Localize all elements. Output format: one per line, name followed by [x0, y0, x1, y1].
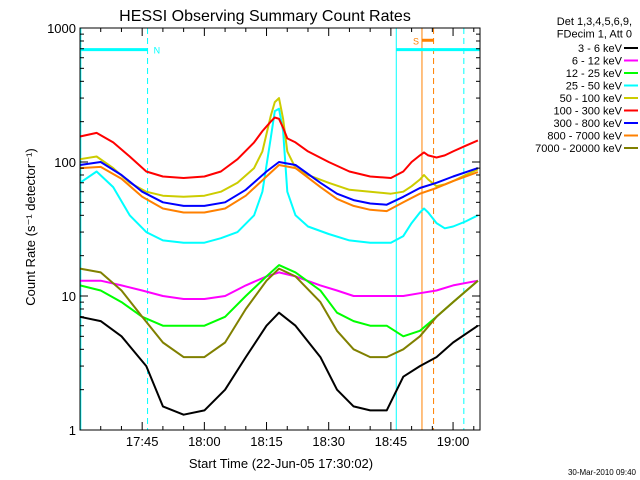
legend: Det 1,3,4,5,6,9,FDecim 1, Att 0 3 - 6 keV… — [535, 16, 638, 155]
y-tick-label: 1000 — [47, 21, 76, 36]
x-tick-label: 18:00 — [188, 434, 221, 449]
series-line — [79, 116, 479, 179]
night-bar-label: N — [154, 46, 161, 56]
x-axis-label: Start Time (22-Jun-05 17:30:02) — [189, 456, 373, 471]
chart-title: HESSI Observing Summary Count Rates — [119, 8, 411, 25]
legend-label: 7000 - 20000 keV — [535, 143, 623, 155]
legend-label: 12 - 25 keV — [566, 68, 623, 80]
y-tick-label: 100 — [54, 155, 76, 170]
x-tick-label: 18:30 — [312, 434, 345, 449]
legend-label: 3 - 6 keV — [578, 43, 623, 55]
x-tick-label: 18:15 — [250, 434, 283, 449]
y-tick-label: 10 — [62, 289, 76, 304]
series-line — [80, 271, 479, 300]
x-tick-label: 18:45 — [375, 434, 408, 449]
legend-label: 6 - 12 keV — [572, 56, 623, 68]
series-line — [79, 311, 479, 416]
series-line — [79, 264, 479, 338]
legend-label: 25 - 50 keV — [566, 81, 623, 93]
series-line — [79, 164, 479, 214]
legend-header: Det 1,3,4,5,6,9, — [557, 16, 632, 28]
y-tick-label: 1 — [69, 423, 76, 438]
plot-frame — [79, 27, 481, 431]
footer-timestamp: 30-Mar-2010 09:40 — [568, 468, 637, 477]
legend-header: FDecim 1, Att 0 — [557, 29, 632, 41]
legend-label: 100 - 300 keV — [554, 106, 623, 118]
saa-bar-label: S — [413, 36, 419, 46]
series-layer — [79, 97, 479, 416]
series-line — [79, 107, 479, 244]
marker-layer: NS — [80, 28, 480, 430]
legend-label: 800 - 7000 keV — [547, 131, 622, 143]
legend-label: 300 - 800 keV — [554, 118, 623, 130]
series-line — [79, 267, 479, 359]
series-line — [79, 97, 479, 198]
series-line — [79, 161, 479, 207]
x-tick-label: 19:00 — [437, 434, 470, 449]
x-tick-label: 17:45 — [126, 434, 159, 449]
y-axis-label: Count Rate (s⁻¹ detector⁻¹) — [23, 148, 38, 306]
legend-label: 50 - 100 keV — [560, 93, 623, 105]
axes: 17:45 18:00 18:15 18:30 18:45 19:00 1 10 100 1000 — [47, 21, 481, 449]
